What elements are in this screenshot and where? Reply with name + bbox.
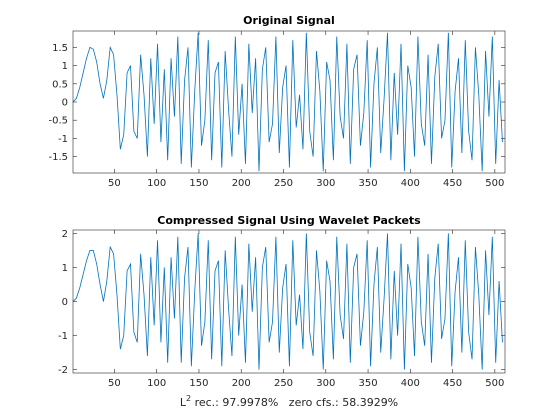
x-tick-label: 300	[316, 378, 335, 389]
x-tick-label: 250	[274, 378, 293, 389]
y-tick-label: -1	[58, 331, 68, 342]
chart-title: Original Signal	[243, 14, 335, 27]
y-tick-label: 1.5	[52, 43, 68, 54]
x-tick-label: 200	[232, 378, 251, 389]
x-tick-label: 50	[108, 378, 121, 389]
chart-title: Compressed Signal Using Wavelet Packets	[157, 214, 421, 227]
signal-line	[73, 32, 503, 172]
x-tick-label: 200	[232, 178, 251, 189]
x-tick-label: 150	[189, 378, 208, 389]
y-tick-label: 0	[62, 98, 68, 109]
x-tick-label: 150	[189, 178, 208, 189]
x-tick-label: 350	[358, 178, 377, 189]
label-superscript: 2	[186, 394, 191, 403]
x-tick-label: 450	[443, 178, 462, 189]
y-tick-label: 1	[62, 61, 68, 72]
x-tick-label: 400	[401, 378, 420, 389]
y-tick-label: -0.5	[48, 116, 68, 127]
label-base: L	[180, 396, 187, 409]
x-tick-label: 500	[485, 178, 504, 189]
x-tick-label: 50	[108, 178, 121, 189]
signal-line	[73, 233, 503, 370]
x-tick-label: 400	[401, 178, 420, 189]
x-axis-label: L2 rec.: 97.9978% zero cfs.: 58.3929%	[180, 394, 398, 409]
x-tick-label: 450	[443, 378, 462, 389]
x-tick-label: 300	[316, 178, 335, 189]
y-tick-label: 2	[62, 229, 68, 240]
y-tick-label: -1.5	[48, 152, 68, 163]
y-tick-label: 0	[62, 297, 68, 308]
y-tick-label: -1	[58, 134, 68, 145]
y-tick-label: 1	[62, 263, 68, 274]
x-tick-label: 100	[147, 378, 166, 389]
y-tick-label: -2	[58, 365, 68, 376]
x-tick-label: 250	[274, 178, 293, 189]
x-tick-label: 350	[358, 378, 377, 389]
x-tick-label: 500	[485, 378, 504, 389]
y-tick-label: 0.5	[52, 79, 68, 90]
x-tick-label: 100	[147, 178, 166, 189]
label-text: rec.: 97.9978% zero cfs.: 58.3929%	[191, 396, 398, 409]
